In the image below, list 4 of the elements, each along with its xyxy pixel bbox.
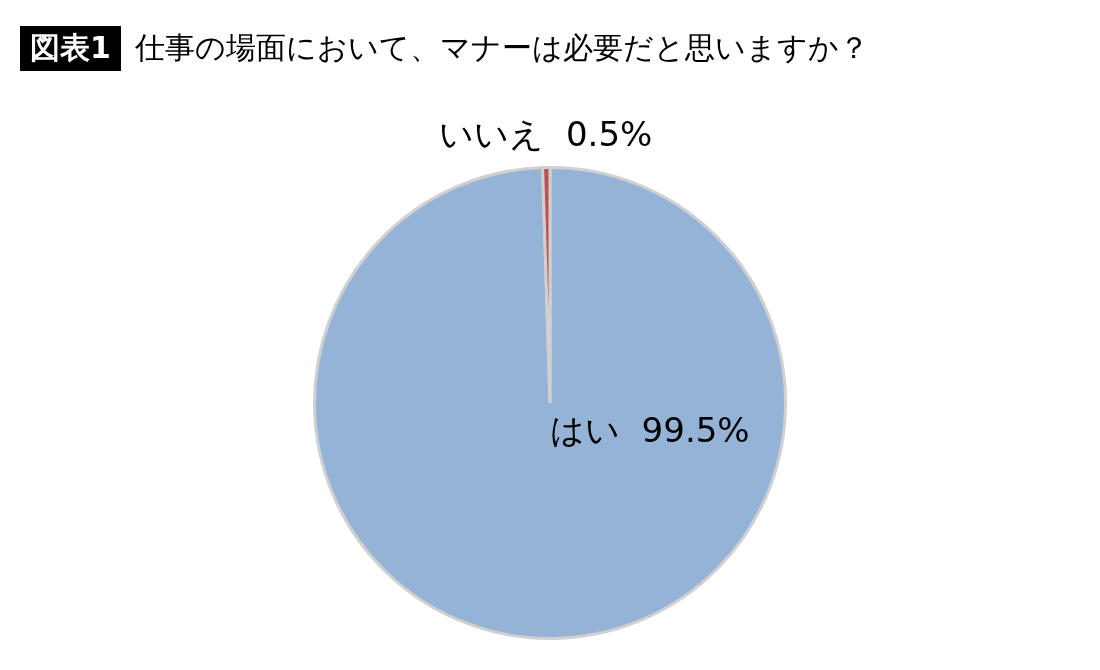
slice-label: いいえ 0.5% <box>439 114 653 155</box>
text: 図表1 <box>20 25 121 71</box>
slice-label: はい 99.5% <box>550 409 750 450</box>
chart-title: 仕事の場面において、マナーは必要だと思いますか？ <box>134 28 869 67</box>
